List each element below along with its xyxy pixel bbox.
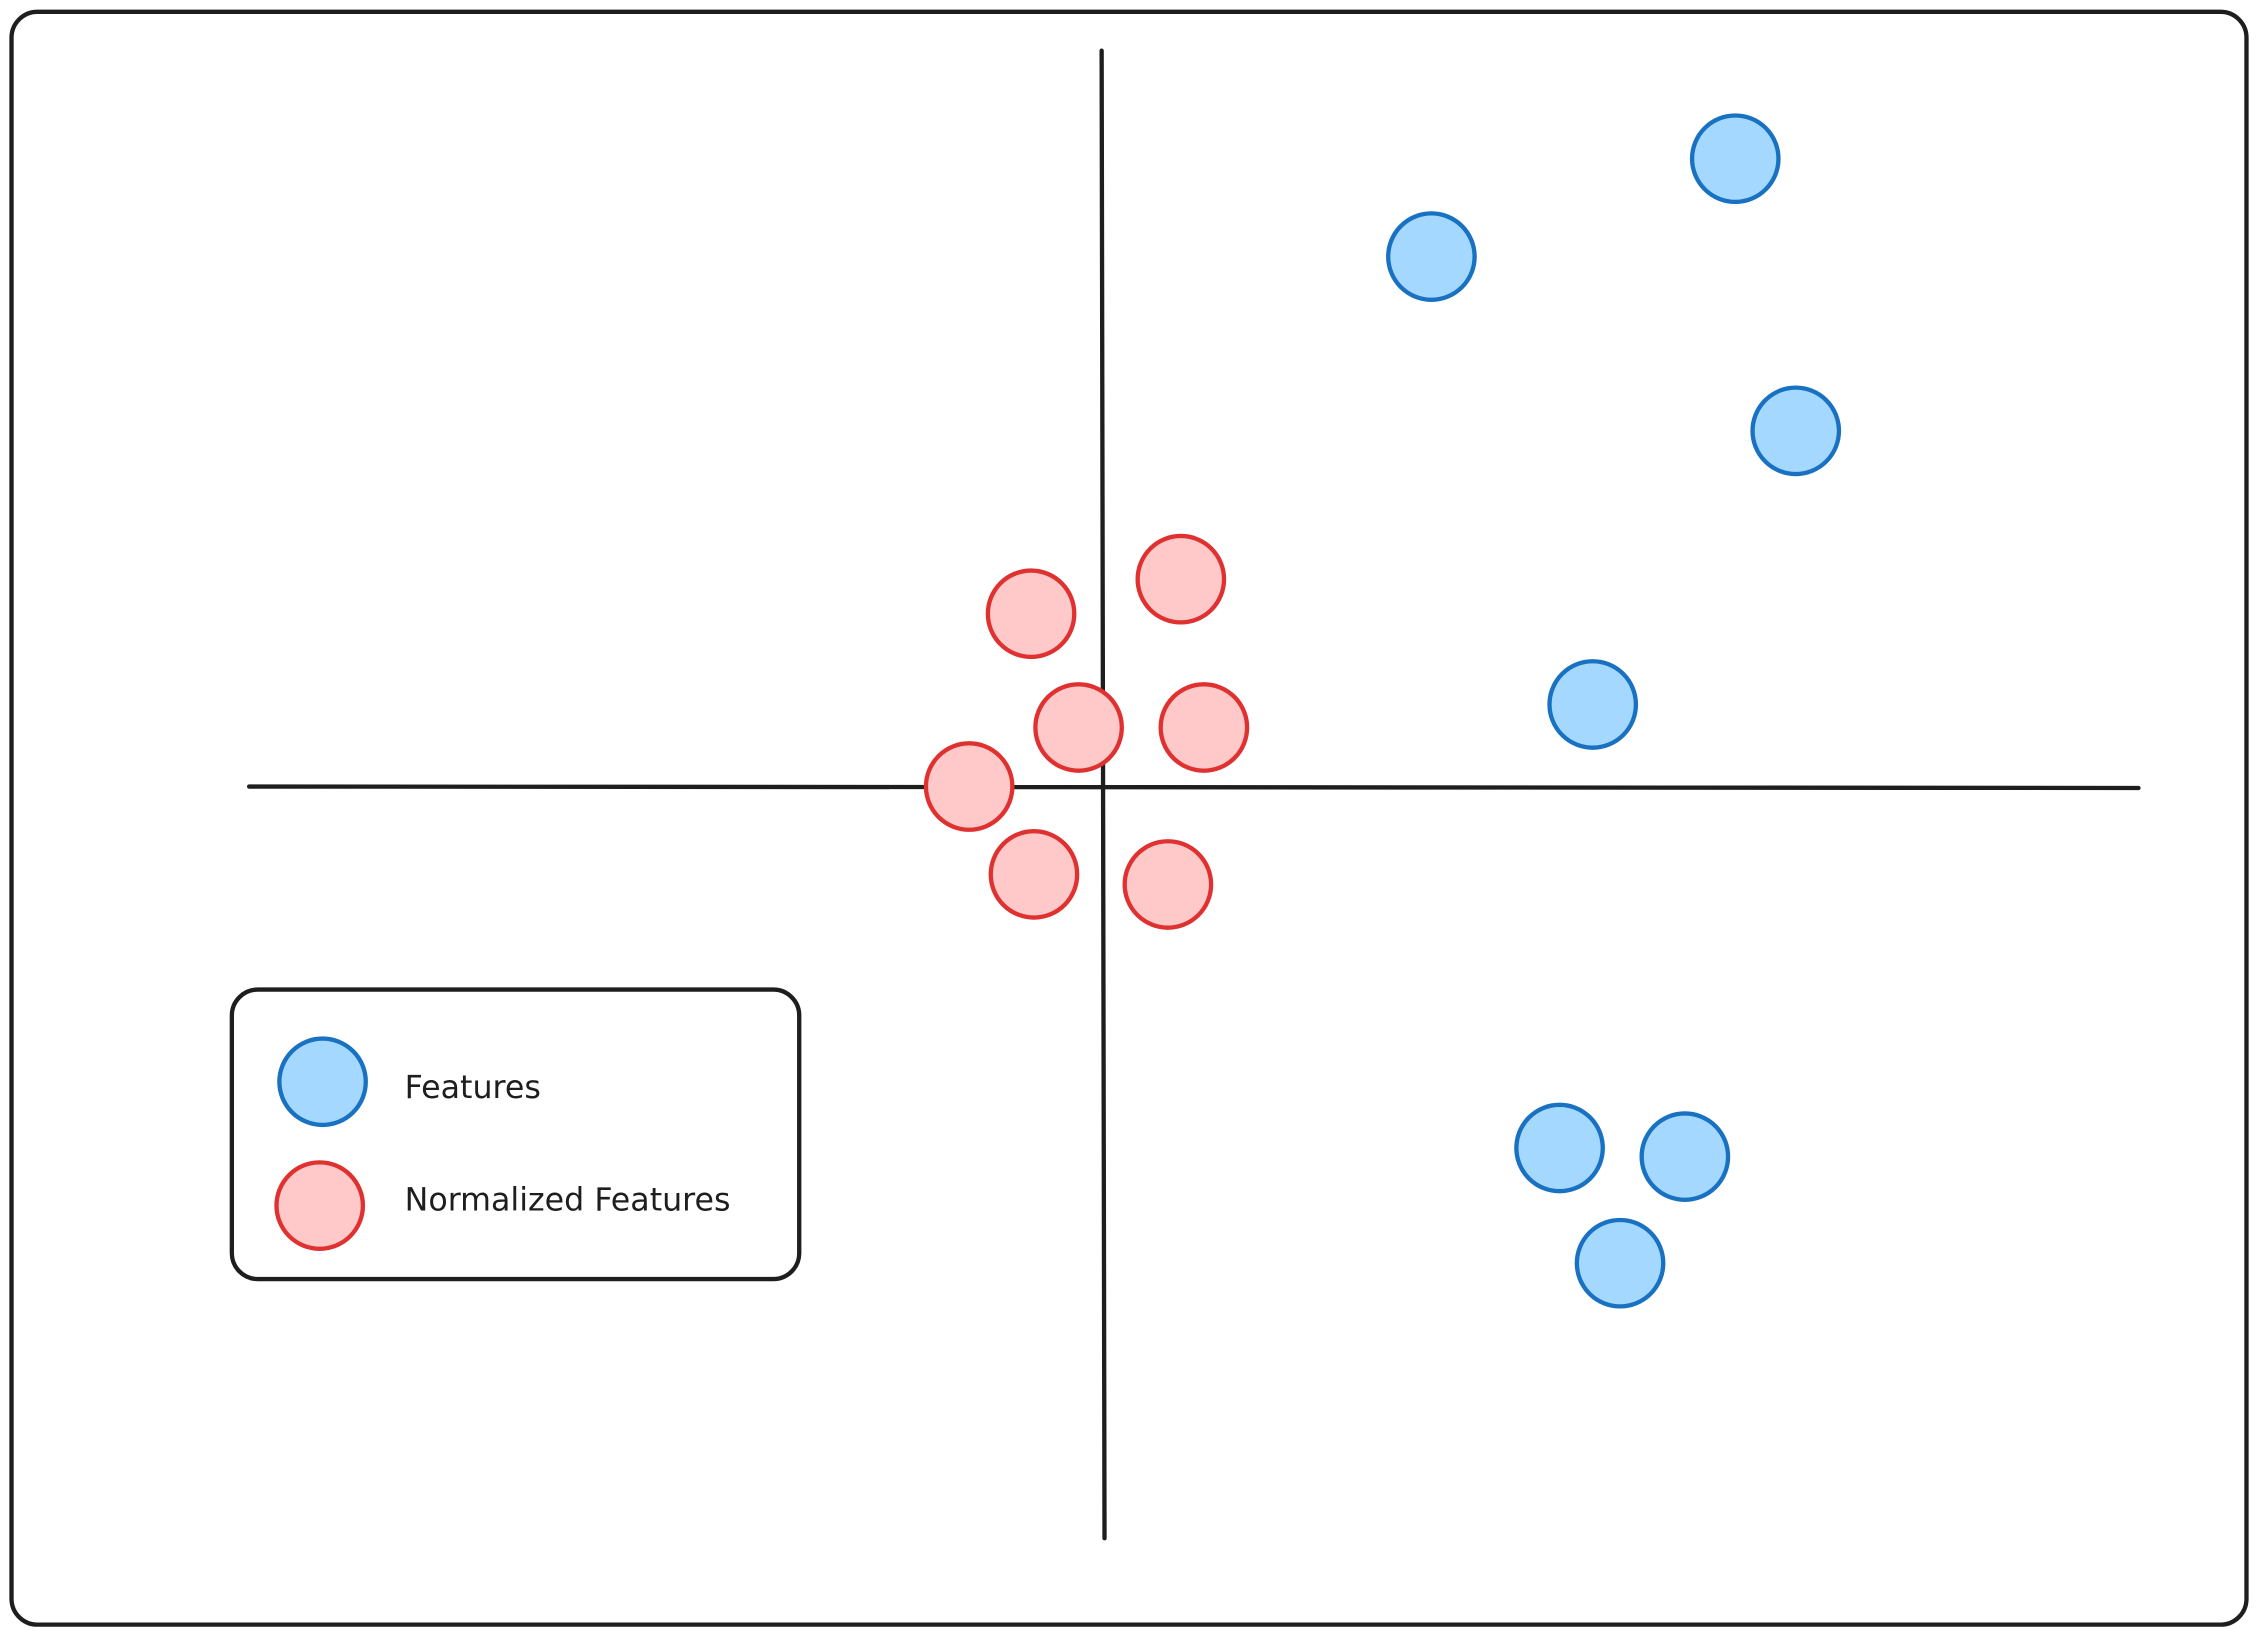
frame [9, 9, 2249, 1627]
normalized-point [1135, 533, 1227, 625]
normalized-point [923, 741, 1015, 832]
legend-label: Features [405, 1070, 541, 1106]
legend-label: Normalized Features [405, 1182, 731, 1218]
legend-box [229, 987, 802, 1282]
horizontal-axis [246, 784, 2141, 791]
legend: Features Normalized Features [229, 987, 802, 1282]
feature-point [1574, 1217, 1666, 1309]
feature-point [1689, 113, 1781, 205]
legend-swatch [277, 1036, 368, 1128]
normalized-point [1158, 682, 1250, 773]
feature-point [1547, 659, 1639, 750]
legend-swatch [274, 1160, 366, 1251]
normalized-point [1033, 682, 1124, 773]
feature-point [1514, 1102, 1605, 1194]
feature-point [1386, 211, 1477, 302]
vertical-axis [1099, 48, 1107, 1541]
normalized-points [923, 533, 1250, 930]
feature-point [1750, 385, 1842, 477]
features-points [1386, 113, 1842, 1309]
normalized-point [985, 568, 1077, 660]
normalized-point [1122, 839, 1214, 930]
feature-point [1639, 1111, 1731, 1202]
normalized-point [988, 829, 1080, 920]
